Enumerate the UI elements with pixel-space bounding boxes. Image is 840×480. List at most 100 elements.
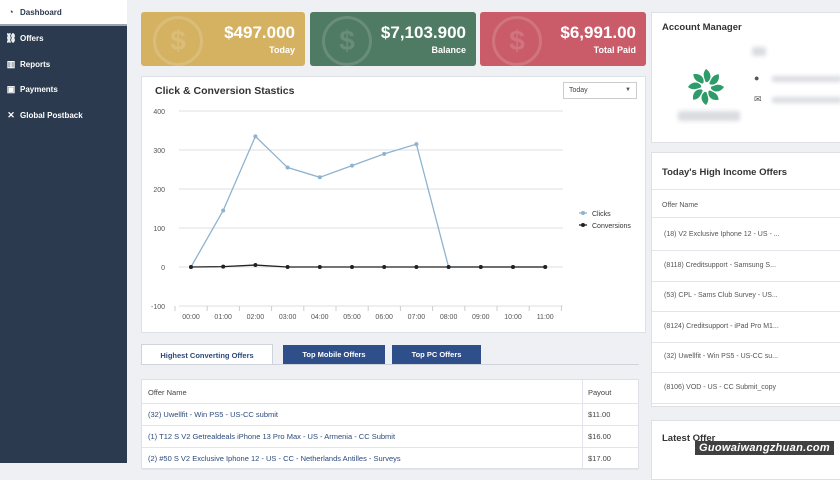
click-conversion-chart: 400 300 200 100 0 -100 00:00 01:00 02:00 03:00 04:… xyxy=(151,109,631,321)
watermark: Guowaiwangzhuan.com xyxy=(695,441,834,455)
stat-label: Total Paid xyxy=(593,45,636,55)
data-point-conversions xyxy=(511,265,515,269)
data-point-conversions xyxy=(446,265,451,269)
y-tick-label: -100 xyxy=(151,304,165,311)
tab-highest-converting-offers[interactable]: Highest Converting Offers xyxy=(141,344,273,365)
table-row-divider xyxy=(142,447,638,448)
sidebar-item-reports[interactable]: ▥ Reports xyxy=(0,52,127,78)
stat-label: Today xyxy=(269,45,295,55)
table-row-offer-link[interactable]: (2) #50 S V2 Exclusive Iphone 12 - US - … xyxy=(148,454,401,463)
legend-marker xyxy=(581,223,585,227)
offer-divider xyxy=(652,280,840,282)
y-tick-label: 100 xyxy=(153,226,165,233)
table-row-divider xyxy=(142,469,638,470)
range-select-value: Today xyxy=(569,87,588,94)
table-row-divider xyxy=(142,425,638,426)
sidebar-item-offers[interactable]: ⛓ Offers xyxy=(0,26,127,52)
x-tick-label: 03:00 xyxy=(279,314,297,321)
table-row-payout: $11.00 xyxy=(588,410,611,419)
table-header-payout: Payout xyxy=(588,388,612,397)
x-tick-label: 02:00 xyxy=(247,314,265,321)
latest-offer-title: Latest Offer xyxy=(662,433,716,444)
data-point-conversions xyxy=(317,265,322,269)
x-tick-label: 06:00 xyxy=(375,314,393,321)
data-point-conversions xyxy=(382,265,387,269)
table-divider xyxy=(142,403,638,404)
dashboard-icon: ◔ xyxy=(8,7,14,17)
table-row-payout: $17.00 xyxy=(588,454,611,463)
tools-icon: ✕ xyxy=(7,110,15,121)
bar-chart-icon: ▥ xyxy=(6,58,16,69)
dollar-coin-icon: $ xyxy=(153,16,203,66)
sidebar-item-label: Reports xyxy=(20,59,51,69)
data-point-conversions xyxy=(350,265,354,269)
y-tick-label: 200 xyxy=(153,187,165,194)
data-point-conversions xyxy=(543,265,548,269)
high-income-offer[interactable]: (8118) Creditsupport - Samsung S... xyxy=(664,261,776,269)
tab-bar-line xyxy=(141,364,639,365)
dollar-coin-icon: $ xyxy=(322,16,372,66)
legend-label: Clicks xyxy=(592,211,611,218)
tab-top-pc-offers[interactable]: Top PC Offers xyxy=(392,345,481,364)
offers-table: Offer Name Payout (32) Uwellfit - Win PS… xyxy=(141,379,639,470)
mail-icon: ✉ xyxy=(754,94,762,104)
sidebar-item-label: Dashboard xyxy=(20,7,62,17)
high-income-offer[interactable]: (8124) Creditsupport - iPad Pro M1... xyxy=(664,322,779,330)
stat-value: $497.000 xyxy=(224,23,295,42)
manager-name-blurred xyxy=(752,47,766,56)
high-income-header: Offer Name xyxy=(662,202,699,209)
data-point-clicks xyxy=(221,208,226,213)
offer-divider xyxy=(652,311,840,312)
high-income-panel: Today's High Income Offers Offer Name (1… xyxy=(651,152,840,407)
stat-card-balance: $ $7,103.900 Balance xyxy=(310,12,476,66)
account-manager-title: Account Manager xyxy=(662,22,742,33)
data-point-clicks xyxy=(317,175,322,180)
data-point-clicks xyxy=(414,142,419,147)
sidebar-item-global-postback[interactable]: ✕ Global Postback xyxy=(0,103,127,129)
high-income-offer[interactable]: (32) Uwellfit - Win PS5 - US-CC su... xyxy=(664,353,778,360)
offer-divider xyxy=(652,372,840,373)
series-line-conversions xyxy=(190,264,546,268)
series-line-clicks xyxy=(190,135,546,268)
x-tick-label: 09:00 xyxy=(472,314,490,321)
x-tick-label: 04:00 xyxy=(311,314,329,321)
dollar-coin-icon: $ xyxy=(492,16,542,66)
x-tick-label: 01:00 xyxy=(214,314,232,321)
chart-panel: Click & Conversion Stastics Today ▼ 400 3… xyxy=(141,76,646,333)
stat-card-total-paid: $ $6,991.00 Total Paid xyxy=(480,12,646,66)
offer-divider xyxy=(652,402,840,404)
chat-icon: ● xyxy=(754,73,760,83)
stat-value: $6,991.00 xyxy=(560,23,636,42)
high-income-offer[interactable]: (18) V2 Exclusive Iphone 12 - US - ... xyxy=(664,231,780,238)
data-point-conversions xyxy=(414,265,419,269)
sidebar-item-payments[interactable]: ▣ Payments xyxy=(0,77,127,103)
wallet-icon: ▣ xyxy=(6,84,16,95)
panel-divider xyxy=(652,217,840,218)
offer-divider xyxy=(652,341,840,343)
high-income-offer[interactable]: (8106) VOD - US - CC Submit_copy xyxy=(664,383,777,391)
y-tick-label: 0 xyxy=(161,265,165,272)
sidebar-item-dashboard[interactable]: ◔ Dashboard xyxy=(0,0,127,26)
manager-email-blurred xyxy=(772,97,840,103)
high-income-offer[interactable]: (53) CPL - Sams Club Survey - US... xyxy=(664,292,778,299)
high-income-title: Today's High Income Offers xyxy=(662,167,788,178)
manager-contact-blurred xyxy=(678,111,740,121)
data-point-conversions xyxy=(285,265,290,269)
x-tick-label: 07:00 xyxy=(408,314,426,321)
legend-marker xyxy=(581,211,585,215)
tab-top-mobile-offers[interactable]: Top Mobile Offers xyxy=(283,345,385,364)
y-tick-label: 400 xyxy=(153,109,165,116)
sidebar: ◔ Dashboard ⛓ Offers ▥ Reports ▣ Payments ✕ Globa… xyxy=(0,0,127,463)
stat-value: $7,103.900 xyxy=(380,23,466,42)
chart-title: Click & Conversion Stastics xyxy=(155,85,295,97)
sidebar-item-label: Global Postback xyxy=(20,111,83,121)
data-point-conversions xyxy=(221,264,226,269)
range-select[interactable]: Today ▼ xyxy=(563,82,637,99)
manager-logo-icon xyxy=(688,69,724,105)
table-row-offer-link[interactable]: (32) Uwellfit - Win PS5 - US-CC submit xyxy=(148,410,279,419)
data-point-conversions xyxy=(189,265,193,269)
x-tick-label: 10:00 xyxy=(504,314,522,321)
table-row-offer-link[interactable]: (1) T12 S V2 Getrealdeals iPhone 13 Pro … xyxy=(148,432,396,441)
x-tick-label: 08:00 xyxy=(440,314,458,321)
y-tick-label: 300 xyxy=(153,148,165,155)
